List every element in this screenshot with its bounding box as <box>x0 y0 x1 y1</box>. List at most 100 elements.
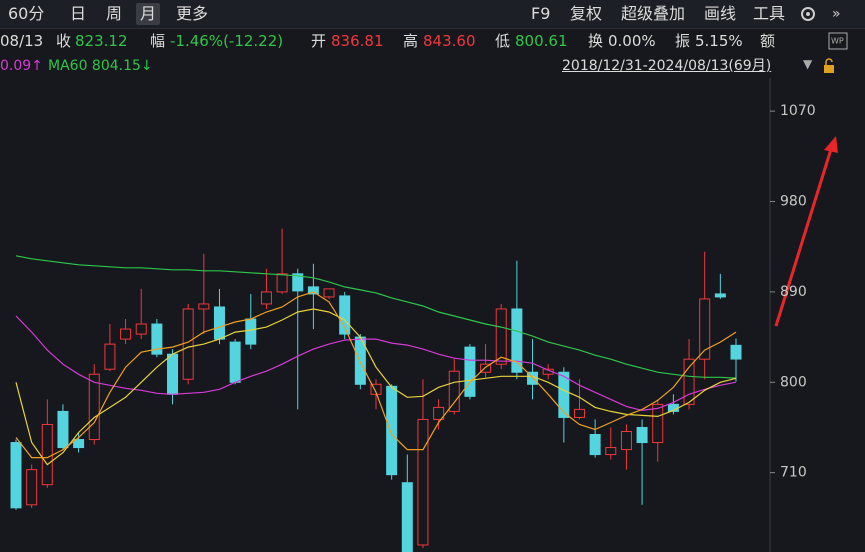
tool-button[interactable]: F9 <box>531 4 551 23</box>
candle-body <box>57 410 69 449</box>
candle <box>292 268 304 410</box>
candle-body <box>229 341 241 383</box>
candle-body <box>464 346 476 397</box>
candle-body <box>370 383 382 395</box>
candle-body <box>292 273 304 292</box>
legend-item: MA60 804.15↓ <box>48 58 153 74</box>
candle-body <box>323 288 335 298</box>
info-bar: 08/13 收 823.12 幅 -1.46%(-12.22) 开 836.81 高 843.6… <box>0 29 865 53</box>
candle <box>511 260 523 380</box>
candle <box>652 399 664 462</box>
candle <box>151 319 163 358</box>
candle-body <box>636 426 648 444</box>
candle <box>605 427 617 460</box>
candle-body <box>260 291 272 305</box>
range-label[interactable]: 2018/12/31-2024/08/13(69月) <box>562 58 772 74</box>
candle-body <box>198 303 210 310</box>
candle <box>276 228 288 294</box>
candle <box>667 394 679 415</box>
candle-body <box>573 408 585 418</box>
tab[interactable]: 月 <box>136 3 161 25</box>
candle-body <box>448 370 460 412</box>
candle <box>542 364 554 380</box>
candle <box>683 339 695 410</box>
candle-body <box>41 423 53 486</box>
candle-body <box>480 363 492 373</box>
candle <box>589 419 601 458</box>
candle-body <box>511 308 523 373</box>
candle-body <box>730 344 742 360</box>
tool-button[interactable]: 复权 <box>570 4 603 23</box>
tool-button[interactable]: 工具 <box>753 4 786 23</box>
candle-body <box>558 371 570 418</box>
range-dropdown[interactable]: ▼ <box>803 57 813 71</box>
info-item: 5.15% <box>695 32 743 50</box>
info-item: 08/13 <box>0 32 44 50</box>
candle <box>464 344 476 400</box>
candle <box>41 399 53 488</box>
tool-button[interactable]: 超级叠加 <box>621 4 686 23</box>
info-item: 振 <box>675 32 691 50</box>
candle-body <box>135 323 147 335</box>
candle-body <box>589 434 601 456</box>
tab[interactable]: 日 <box>70 4 87 23</box>
candle-body <box>104 343 116 370</box>
candle-body <box>73 439 85 449</box>
candle <box>386 384 398 480</box>
tab[interactable]: 60分 <box>8 4 45 23</box>
candle <box>213 288 225 345</box>
tab[interactable]: 周 <box>106 4 123 23</box>
candle-body <box>401 482 413 552</box>
y-tick-label: 980 <box>780 194 807 210</box>
candle-body <box>714 293 726 298</box>
candle <box>417 379 429 548</box>
candle <box>433 399 445 430</box>
candle <box>88 364 100 445</box>
info-item: 0.00% <box>608 32 656 50</box>
info-item: 换 <box>588 32 604 50</box>
info-item: 收 <box>56 32 72 50</box>
candle <box>10 439 22 510</box>
candle <box>620 424 632 470</box>
candle <box>558 367 570 443</box>
candle <box>104 324 116 372</box>
annotation-arrow <box>774 136 838 327</box>
candle-body <box>652 403 664 444</box>
candle <box>198 253 210 335</box>
info-item: 836.81 <box>331 32 384 50</box>
tab[interactable]: 更多 <box>176 4 209 23</box>
candle <box>636 419 648 505</box>
candle <box>26 464 38 508</box>
legend-bar: 2018/12/31-2024/08/13(69月) ▼ 0.09↑ MA60 8… <box>0 54 865 78</box>
candle <box>135 288 147 340</box>
candle-body <box>167 353 179 395</box>
candle-body <box>417 418 429 546</box>
candle <box>229 339 241 385</box>
candle <box>323 288 335 299</box>
y-tick-label: 1070 <box>780 103 816 119</box>
ma-line <box>15 315 737 412</box>
candle <box>167 349 179 405</box>
candle-body <box>120 328 132 340</box>
info-item: 800.61 <box>515 32 568 50</box>
y-tick-label: 710 <box>780 465 807 481</box>
ma-line <box>15 308 737 466</box>
candle <box>527 339 539 400</box>
candle <box>401 454 413 552</box>
info-item: 843.60 <box>423 32 476 50</box>
ma-line <box>15 291 737 459</box>
info-item: 幅 <box>150 32 166 50</box>
candle <box>448 359 460 415</box>
candle <box>730 338 742 382</box>
candle <box>245 293 257 350</box>
candle-body <box>683 358 695 405</box>
candle-body <box>542 368 554 375</box>
y-tick-label: 890 <box>780 284 807 300</box>
info-item: 低 <box>495 32 511 50</box>
tool-button[interactable]: 画线 <box>704 4 737 23</box>
candle <box>57 404 69 450</box>
candle-body <box>10 442 22 509</box>
info-item: 额 <box>760 32 776 50</box>
info-item: -1.46%(-12.22) <box>170 32 284 50</box>
